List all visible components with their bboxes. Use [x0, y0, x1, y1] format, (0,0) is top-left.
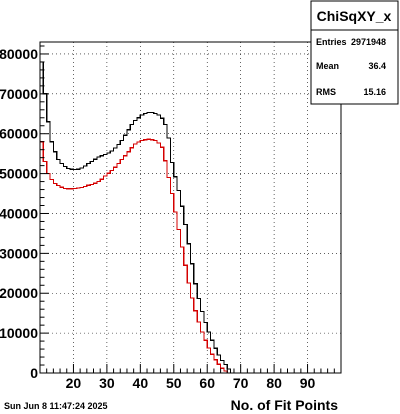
- stats-label-entries: Entries: [316, 37, 347, 47]
- x-tick-label: 40: [133, 375, 149, 391]
- y-tick-label: 20000: [0, 285, 38, 301]
- y-tick-label: 0: [30, 365, 38, 381]
- stats-value-entries: 2971948: [351, 37, 386, 47]
- x-tick-label: 70: [233, 375, 249, 391]
- stats-value-rms: 15.16: [363, 87, 386, 97]
- stats-value-mean: 36.4: [368, 61, 386, 71]
- tick-labels: 20 30 40 50 60 70 80 90 0 10000 20000 30000 40000 500…: [0, 46, 316, 391]
- x-axis-title: No. of Fit Points: [231, 397, 339, 413]
- y-tick-label: 80000: [0, 46, 38, 62]
- x-tick-label: 30: [99, 375, 115, 391]
- stats-title: ChiSqXY_x: [317, 8, 392, 24]
- plot-frame: [39, 41, 342, 374]
- x-tick-label: 60: [199, 375, 215, 391]
- y-tick-label: 50000: [0, 166, 38, 182]
- y-tick-label: 10000: [0, 325, 38, 341]
- stats-box: ChiSqXY_x Entries 2971948 Mean 36.4 RMS …: [310, 0, 399, 105]
- stats-label-mean: Mean: [316, 61, 339, 71]
- series-1-line: [39, 138, 278, 374]
- y-tick-label: 30000: [0, 245, 38, 261]
- x-tick-label: 50: [166, 375, 182, 391]
- x-tick-label: 20: [66, 375, 82, 391]
- y-tick-label: 70000: [0, 86, 38, 102]
- grid-lines: [40, 42, 341, 374]
- x-tick-label: 80: [266, 375, 282, 391]
- series-layer: [39, 61, 278, 374]
- y-tick-label: 40000: [0, 205, 38, 221]
- x-tick-label: 90: [300, 375, 316, 391]
- series-0-line: [39, 61, 278, 374]
- y-tick-label: 60000: [0, 126, 38, 142]
- axis-ticks: [39, 45, 342, 374]
- stats-label-rms: RMS: [316, 87, 336, 97]
- timestamp: Sun Jun 8 11:47:24 2025: [4, 401, 108, 411]
